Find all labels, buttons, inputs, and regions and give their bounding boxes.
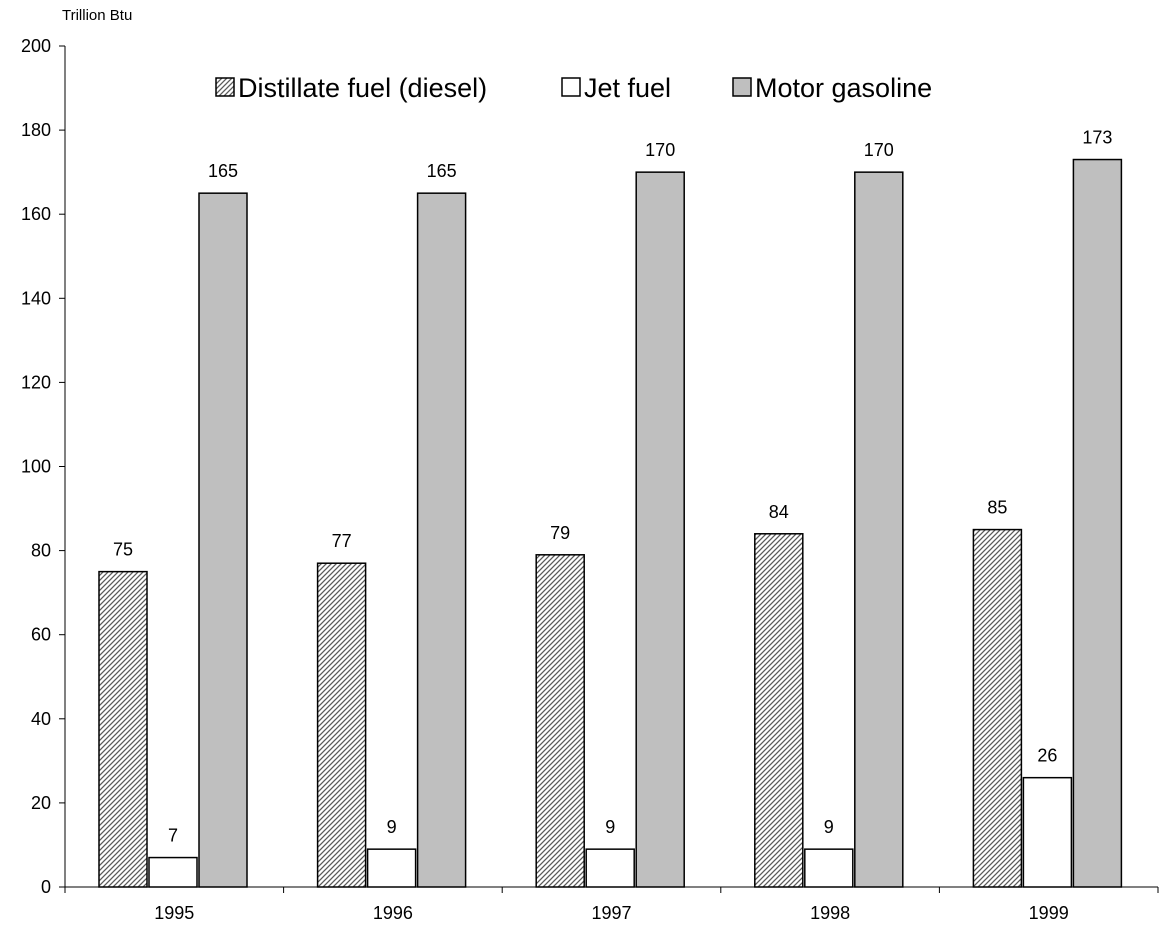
data-label: 7 [168,826,178,846]
y-tick-label: 20 [31,793,51,813]
bar-1998-series-2 [854,171,904,888]
axes: 0 20 40 60 80 100 120 140 160 180 200 1995 1996 1997 1… [21,36,1159,923]
x-tick-label: 1998 [810,903,850,923]
y-tick-label: 160 [21,204,51,224]
bar-1996-series-0 [316,562,367,888]
legend-swatch-0 [215,77,235,97]
data-label: 165 [208,161,238,181]
legend-label: Distillate fuel (diesel) [238,73,487,103]
bar-1996-series-2 [416,192,467,888]
y-tick-label: 120 [21,372,51,392]
bar-1999-series-2 [1072,158,1123,888]
y-tick-label: 200 [21,36,51,56]
y-tick-label: 0 [41,877,51,897]
data-label: 170 [864,140,894,160]
bar-1998-series-1 [804,848,854,888]
bars [98,158,1123,888]
data-label: 85 [987,498,1007,518]
legend-label: Jet fuel [584,73,671,103]
bar-1997-series-2 [635,171,685,888]
data-label: 170 [645,140,675,160]
bar-1999-series-1 [1022,776,1073,888]
legend-swatch-1 [561,77,581,97]
bar-1999-series-0 [972,528,1023,888]
legend-swatch-2 [732,77,752,97]
data-label: 165 [427,161,457,181]
y-tick-label: 140 [21,288,51,308]
data-label: 26 [1037,746,1057,766]
data-label: 9 [824,817,834,837]
bar-1997-series-1 [585,848,635,888]
bar-1995-series-0 [98,570,148,888]
x-tick-label: 1997 [591,903,631,923]
x-tick-label: 1995 [154,903,194,923]
bar-1998-series-0 [754,533,804,888]
data-label: 173 [1082,128,1112,148]
data-label: 84 [769,502,789,522]
data-label: 9 [605,817,615,837]
y-tick-label: 180 [21,120,51,140]
bar-1995-series-1 [148,856,198,888]
y-tick-label: 100 [21,457,51,477]
x-tick-label: 1996 [373,903,413,923]
y-axis-unit-label: Trillion Btu [62,7,132,24]
bar-1995-series-2 [198,192,248,888]
y-tick-label: 60 [31,625,51,645]
data-label: 79 [550,523,570,543]
bar-1997-series-0 [535,554,585,888]
x-tick-label: 1999 [1029,903,1069,923]
data-label: 75 [113,540,133,560]
y-tick-label: 80 [31,541,51,561]
bar-1996-series-1 [366,848,417,888]
legend: Distillate fuel (diesel) Jet fuel Motor ga… [215,73,932,103]
legend-label: Motor gasoline [755,73,932,103]
value-labels: 75 7 165 77 9 165 79 9 170 84 9 170 85 26 173 [113,128,1112,846]
y-tick-label: 40 [31,709,51,729]
data-label: 77 [332,531,352,551]
data-label: 9 [387,817,397,837]
